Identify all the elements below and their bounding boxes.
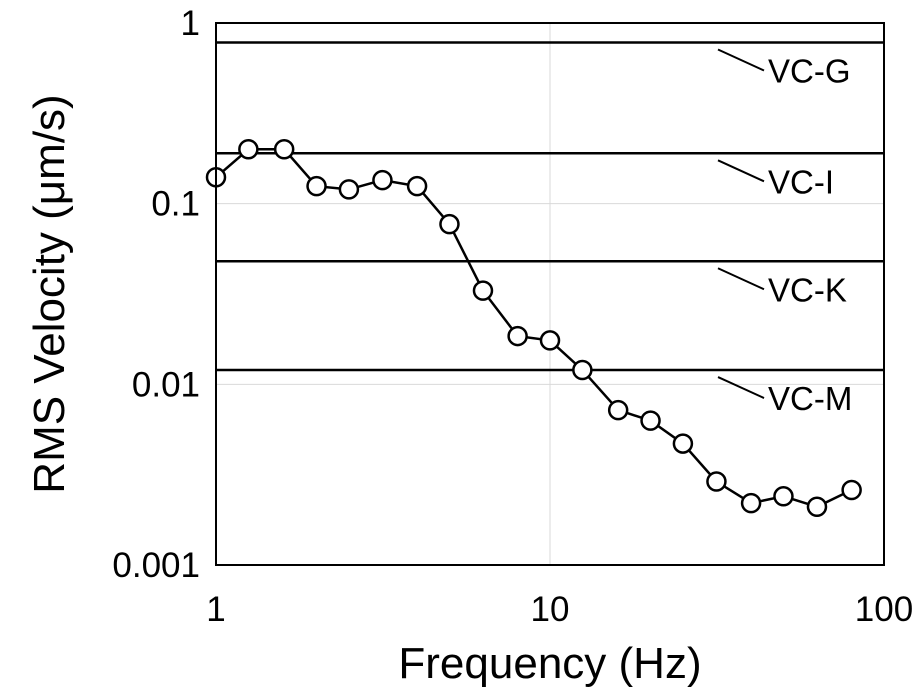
data-point [841,479,862,501]
data-point [773,486,794,507]
data-point [706,471,727,492]
x-tick-label: 10 [531,590,570,629]
y-tick-label: 0.01 [132,365,200,404]
data-point [806,496,828,518]
y-tick-label: 0.001 [112,546,200,585]
plot-frame [215,22,885,566]
y-tick-label: 0.1 [151,185,200,224]
data-point [472,280,494,301]
x-axis-label: Frequency (Hz) [398,639,701,687]
data-point [539,330,561,351]
reference-leader [717,267,765,291]
x-tick-label: 1 [206,590,225,629]
data-point [238,139,259,160]
y-tick-labels: 0.001 0.01 0.1 1 [112,4,200,585]
data-point [640,410,661,431]
x-tick-label: 100 [855,590,913,629]
reference-label: VC-G [768,52,851,89]
data-point [572,359,593,381]
data-point [672,433,694,454]
data-point [607,399,629,421]
y-axis-label: RMS Velocity (μm/s) [25,94,74,493]
reference-label: VC-M [768,380,852,417]
data-point [372,169,393,191]
data-point [406,175,428,197]
data-point [273,139,295,160]
reference-leader [717,376,765,399]
reference-leader [717,48,765,72]
data-point [338,179,360,200]
reference-lines: VC-G VC-I VC-K VC-M [216,41,884,417]
reference-label: VC-I [768,163,834,200]
data-point [740,492,762,514]
data-point [439,213,460,235]
x-tick-labels: 1 10 100 [206,590,913,629]
reference-label: VC-K [768,271,847,308]
data-point [507,325,528,347]
data-point [306,175,327,197]
series-plot [205,139,862,518]
reference-leader [717,159,765,183]
y-tick-label: 1 [181,4,200,43]
series-line [215,148,853,509]
